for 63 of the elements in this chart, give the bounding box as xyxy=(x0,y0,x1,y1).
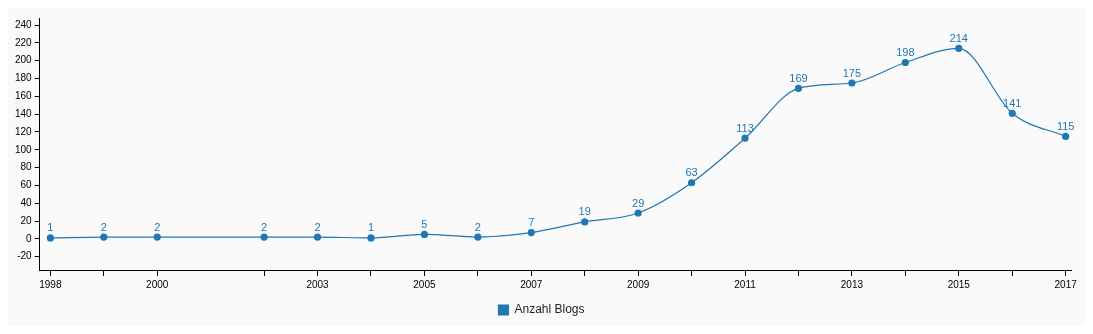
data-label: 2 xyxy=(154,220,161,233)
x-tick-label: 2011 xyxy=(734,278,757,290)
y-tick-label: 240 xyxy=(15,18,33,30)
x-tick-label: 2007 xyxy=(520,278,543,290)
data-label: 63 xyxy=(685,166,698,179)
x-tick-label: 2017 xyxy=(1054,278,1078,290)
point xyxy=(260,233,268,241)
y-tick-label: 80 xyxy=(20,161,33,173)
y-tick-label: 180 xyxy=(15,72,33,84)
legend-label: Anzahl Blogs xyxy=(514,302,585,317)
y-tick-label: 120 xyxy=(15,125,33,137)
y-tick-label: 0 xyxy=(26,232,33,244)
data-label: 7 xyxy=(528,216,535,229)
x-tick-label: 2009 xyxy=(627,278,650,290)
x-tick-label: 2013 xyxy=(840,278,864,290)
point xyxy=(100,233,108,241)
x-tick-label: 2005 xyxy=(413,278,436,290)
data-label: 29 xyxy=(632,196,645,209)
point xyxy=(420,230,429,238)
data-label: 2 xyxy=(261,220,268,233)
point xyxy=(313,233,322,241)
data-label: 141 xyxy=(1003,96,1022,109)
point xyxy=(474,233,482,241)
point xyxy=(794,84,803,92)
y-tick-label: 60 xyxy=(20,179,33,191)
point xyxy=(1062,132,1070,141)
data-label: 1 xyxy=(47,221,54,234)
point xyxy=(46,234,54,242)
data-label: 5 xyxy=(421,217,428,230)
point xyxy=(527,229,535,237)
data-label: 19 xyxy=(578,205,591,218)
y-tick-label: 100 xyxy=(15,143,33,155)
y-tick-label: 160 xyxy=(15,90,33,102)
y-tick-label: -20 xyxy=(17,250,33,262)
data-label: 1 xyxy=(367,221,375,234)
y-tick-label: 200 xyxy=(15,54,33,66)
data-label: 175 xyxy=(842,66,862,79)
y-tick-label: 20 xyxy=(20,214,33,226)
data-label: 214 xyxy=(949,31,968,44)
y-tick-label: 220 xyxy=(15,36,33,48)
data-label: 2 xyxy=(314,220,321,233)
x-tick-label: 2000 xyxy=(146,278,169,290)
x-tick-label: 1998 xyxy=(39,278,62,290)
point xyxy=(688,179,696,187)
data-label: 113 xyxy=(736,121,754,134)
y-tick-label: 140 xyxy=(15,107,33,119)
point xyxy=(741,134,749,142)
data-label: 2 xyxy=(474,220,481,233)
data-label: 169 xyxy=(789,71,808,84)
point xyxy=(901,58,909,67)
data-label: 198 xyxy=(896,46,915,59)
x-tick-label: 2015 xyxy=(947,278,971,290)
data-label: 2 xyxy=(100,220,107,233)
point xyxy=(848,79,856,87)
y-tick-label: 40 xyxy=(20,196,33,208)
data-label: 115 xyxy=(1056,119,1075,132)
x-tick-label: 2003 xyxy=(306,278,330,290)
point xyxy=(367,234,375,242)
point xyxy=(153,233,161,241)
point xyxy=(581,218,589,226)
point xyxy=(955,44,963,52)
point xyxy=(634,209,642,217)
point xyxy=(1008,109,1016,117)
